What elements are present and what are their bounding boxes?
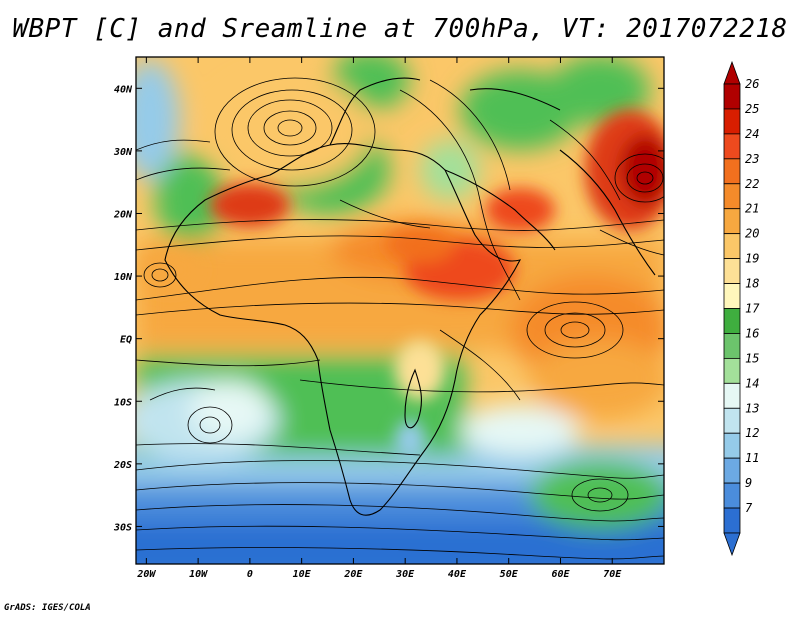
colorbar-swatch xyxy=(723,357,741,384)
longitude-axis: 20W 10W 0 10E 20E 30E 40E 50E 60E 70E xyxy=(136,57,622,580)
colorbar-label: 12 xyxy=(745,426,759,440)
lon-tick-label: 20W xyxy=(136,569,156,580)
colorbar-swatch xyxy=(723,333,741,359)
colorbar-swatch xyxy=(723,482,741,509)
lat-tick-label: 20N xyxy=(113,209,133,220)
lon-tick-label: 30E xyxy=(395,569,415,580)
colorbar-label: 20 xyxy=(745,227,759,241)
colorbar-label: 16 xyxy=(745,326,759,340)
colorbar-swatch xyxy=(723,83,741,110)
lon-tick-label: 60E xyxy=(551,569,570,580)
colorbar-label: 22 xyxy=(745,177,759,191)
lat-tick-label: 20S xyxy=(113,460,132,471)
lat-tick-label: EQ xyxy=(120,335,132,346)
colorbar-swatch xyxy=(723,133,741,160)
colorbar-swatch xyxy=(723,208,741,235)
lon-tick-label: 20E xyxy=(343,569,363,580)
colorbar-label: 11 xyxy=(745,451,759,465)
colorbar-swatch xyxy=(723,158,741,185)
colorbar-swatch xyxy=(723,108,741,135)
lon-tick-label: 0 xyxy=(247,569,253,580)
colorbar-label: 18 xyxy=(745,277,759,291)
colorbar-swatch xyxy=(723,183,741,210)
lat-tick-label: 10N xyxy=(114,272,133,283)
lon-tick-label: 40E xyxy=(448,569,467,580)
streamlines xyxy=(136,77,664,560)
coastlines xyxy=(164,77,656,516)
colorbar-bottom-arrow xyxy=(723,532,741,557)
colorbar-label: 25 xyxy=(745,102,759,116)
lat-tick-label: 40N xyxy=(114,84,133,95)
colorbar-swatch xyxy=(723,308,741,334)
colorbar-label: 17 xyxy=(745,302,760,316)
lat-tick-label: 10S xyxy=(114,397,132,408)
colorbar-swatch xyxy=(723,233,741,260)
lat-tick-label: 30N xyxy=(113,147,133,158)
colorbar-swatch xyxy=(723,283,741,309)
colorbar-swatch xyxy=(723,457,741,484)
lon-tick-label: 50E xyxy=(500,569,519,580)
plot-frame xyxy=(135,56,665,565)
colorbar-label: 7 xyxy=(745,501,753,515)
footer-credit: GrADS: IGES/COLA xyxy=(4,603,91,613)
colorbar-swatch xyxy=(723,432,741,459)
colorbar-label: 13 xyxy=(745,401,759,415)
lon-tick-label: 10E xyxy=(293,569,312,580)
colorbar-label: 15 xyxy=(745,351,759,365)
colorbar-label: 23 xyxy=(745,152,759,166)
lon-tick-label: 70E xyxy=(603,569,622,580)
lat-tick-label: 30S xyxy=(113,522,132,533)
colorbar: 26 25 24 23 22 21 20 19 18 17 16 15 14 13 12 11 9 7 xyxy=(723,60,760,557)
colorbar-label: 14 xyxy=(745,376,759,390)
colorbar-top-arrow xyxy=(723,60,741,85)
colorbar-label: 24 xyxy=(745,127,759,141)
chart-title: WBPT [C] and Sreamline at 700hPa, VT: 20… xyxy=(12,14,788,44)
wbpt-field xyxy=(136,57,664,564)
lon-tick-label: 10W xyxy=(189,569,208,580)
colorbar-label: 19 xyxy=(745,252,759,266)
colorbar-swatch xyxy=(723,507,741,534)
colorbar-label: 21 xyxy=(745,202,759,216)
colorbar-swatch xyxy=(723,382,741,409)
latitude-axis: 40N 30N 20N 10N EQ 10S 20S 30S xyxy=(113,84,664,533)
colorbar-label: 26 xyxy=(745,77,759,91)
colorbar-swatch xyxy=(723,407,741,434)
colorbar-swatch xyxy=(723,258,741,284)
colorbar-label: 9 xyxy=(745,476,752,490)
